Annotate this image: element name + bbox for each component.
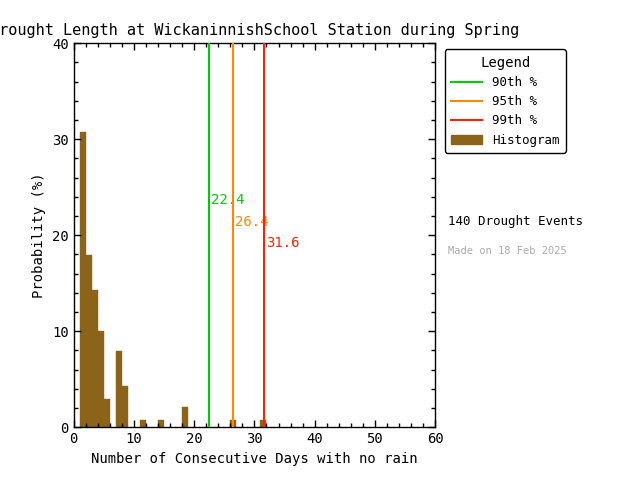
Bar — [230, 420, 236, 427]
Bar — [86, 255, 92, 427]
Bar — [79, 132, 86, 427]
Text: 140 Drought Events: 140 Drought Events — [448, 216, 583, 228]
Bar — [122, 386, 128, 427]
Text: Made on 18 Feb 2025: Made on 18 Feb 2025 — [448, 246, 567, 256]
Bar — [104, 399, 110, 427]
X-axis label: Number of Consecutive Days with no rain: Number of Consecutive Days with no rain — [91, 452, 418, 466]
Text: 22.4: 22.4 — [211, 193, 244, 207]
Bar — [140, 420, 146, 427]
Y-axis label: Probability (%): Probability (%) — [33, 172, 47, 298]
Text: 31.6: 31.6 — [266, 236, 300, 250]
Bar — [260, 420, 266, 427]
Bar — [116, 351, 122, 427]
Bar — [158, 420, 164, 427]
Legend: 90th %, 95th %, 99th %, Histogram: 90th %, 95th %, 99th %, Histogram — [445, 49, 566, 153]
Bar — [182, 407, 188, 427]
Bar — [92, 290, 98, 427]
Bar — [98, 331, 104, 427]
Title: Drought Length at WickaninnishSchool Station during Spring: Drought Length at WickaninnishSchool Sta… — [0, 23, 519, 38]
Text: 26.4: 26.4 — [235, 215, 269, 228]
